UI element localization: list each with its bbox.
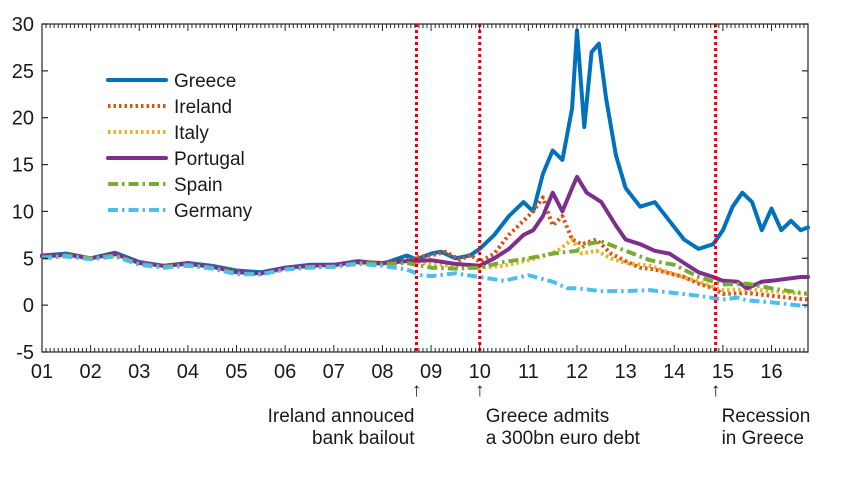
annotation-text-2-line-2: a 300bn euro debt bbox=[486, 428, 641, 449]
y-tick-label: 0 bbox=[23, 295, 34, 317]
annotation-arrow-3: ↑ bbox=[711, 380, 721, 401]
x-tick-label: 13 bbox=[614, 361, 636, 383]
x-tick-label: 06 bbox=[274, 361, 296, 383]
legend-label-greece: Greece bbox=[174, 71, 236, 92]
x-tick-label: 03 bbox=[128, 361, 150, 383]
y-tick-label: 20 bbox=[12, 108, 34, 130]
series-line-greece bbox=[40, 28, 810, 275]
annotation-arrow-2: ↑ bbox=[475, 380, 485, 401]
x-tick-label: 12 bbox=[566, 361, 588, 383]
annotation-text-1-line-2: bank bailout bbox=[312, 428, 415, 449]
x-tick-label: 10 bbox=[469, 361, 491, 383]
y-tick-label: 30 bbox=[12, 14, 34, 36]
annotation-text-1-line-1: Ireland annouced bbox=[268, 406, 415, 427]
x-tick-label: 11 bbox=[518, 361, 539, 383]
x-tick-label: 01 bbox=[31, 361, 53, 383]
series-line-ireland bbox=[41, 195, 809, 302]
y-tick-label: 25 bbox=[12, 61, 34, 83]
x-tick-label: 08 bbox=[371, 361, 393, 383]
annotation-text-3-line-2: in Greece bbox=[722, 428, 804, 449]
y-tick-label: -5 bbox=[16, 342, 34, 364]
x-tick-label: 04 bbox=[177, 361, 199, 383]
y-tick-label: 10 bbox=[12, 201, 34, 223]
plot-frame-box bbox=[41, 23, 809, 353]
legend-label-ireland: Ireland bbox=[174, 97, 232, 118]
y-tick-label: 15 bbox=[12, 155, 34, 177]
legend-label-germany: Germany bbox=[174, 201, 253, 222]
legend: Greece Ireland Italy Portugal Spain Germany bbox=[106, 71, 253, 222]
legend-label-italy: Italy bbox=[174, 123, 209, 144]
x-tick-label: 07 bbox=[323, 361, 345, 383]
annotation-arrow-1: ↑ bbox=[412, 380, 422, 401]
annotation-text-2-line-1: Greece admits bbox=[486, 406, 610, 427]
y-tick-label: 5 bbox=[23, 248, 34, 270]
x-tick-label: 16 bbox=[760, 361, 782, 383]
legend-label-portugal: Portugal bbox=[174, 149, 245, 170]
x-tick-label: 09 bbox=[420, 361, 442, 383]
x-tick-label: 14 bbox=[663, 361, 685, 383]
x-tick-label: 05 bbox=[225, 361, 247, 383]
series-line-germany bbox=[41, 254, 809, 309]
legend-label-spain: Spain bbox=[174, 175, 223, 196]
series-line-spain bbox=[41, 239, 809, 296]
x-tick-label: 02 bbox=[80, 361, 102, 383]
series-line-portugal bbox=[40, 174, 810, 291]
x-tick-label: 15 bbox=[712, 361, 734, 383]
event-lines bbox=[414, 24, 718, 352]
series-group bbox=[40, 28, 810, 309]
plot-frame bbox=[41, 23, 809, 353]
annotation-text-3-line-1: Recession bbox=[722, 406, 811, 427]
